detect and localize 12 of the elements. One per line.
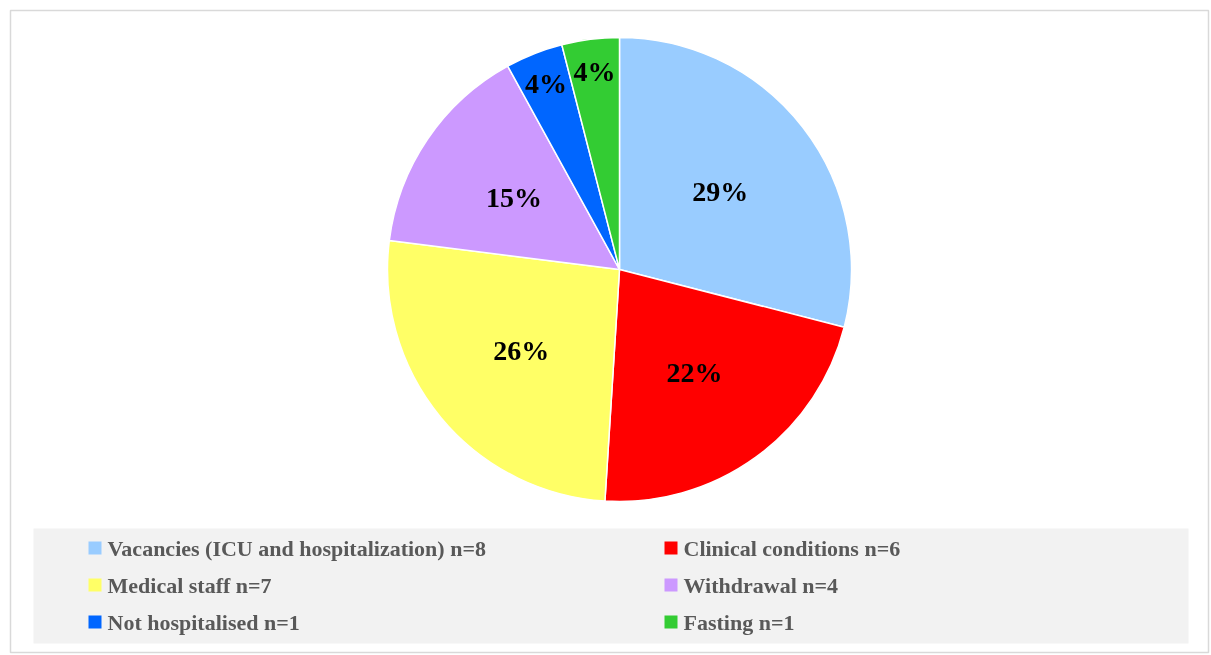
data-label: 22% [666,357,723,389]
legend-label: Medical staff n=7 [107,573,272,598]
data-label: 15% [485,182,542,214]
legend-label: Fasting n=1 [683,610,795,635]
data-label: 26% [493,335,550,367]
legend-label: Clinical conditions n=6 [683,536,901,561]
data-label: 4% [525,68,568,100]
legend-label: Withdrawal n=4 [683,573,839,598]
legend-label: Not hospitalised n=1 [107,610,300,635]
legend-label: Vacancies (ICU and hospitalization) n=8 [107,536,486,561]
data-label: 4% [573,56,616,88]
data-label: 29% [692,175,749,207]
